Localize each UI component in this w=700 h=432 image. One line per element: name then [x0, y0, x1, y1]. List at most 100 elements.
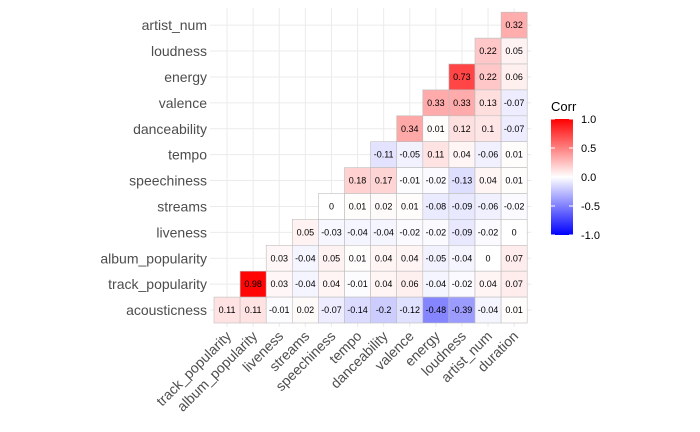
heatmap-cell: -0.03 — [318, 219, 345, 246]
cell-value-label: -0.04 — [347, 227, 368, 237]
heatmap-cell: -0.14 — [344, 296, 371, 324]
cell-value-label: 0.04 — [375, 253, 393, 263]
cell-value-label: 0.04 — [479, 176, 497, 186]
heatmap-cell-fill — [318, 270, 345, 298]
legend-tick-label: -1.0 — [581, 230, 600, 242]
heatmap-cell-fill — [318, 245, 345, 272]
heatmap-cell: -0.04 — [370, 219, 398, 246]
heatmap-cell: 0.01 — [422, 115, 450, 143]
cell-value-label: -0.02 — [399, 227, 420, 237]
heatmap-cell-fill — [370, 141, 398, 168]
heatmap-cell: 0.02 — [370, 193, 398, 220]
y-tick-label: acousticness — [126, 302, 207, 318]
cell-value-label: 0.32 — [505, 20, 523, 30]
y-tick-label: tempo — [168, 147, 207, 163]
heatmap-cell-fill — [396, 245, 424, 272]
heatmap-cell-fill — [396, 219, 424, 246]
heatmap-cell: 0 — [500, 219, 528, 246]
heatmap-cell: 0.33 — [422, 89, 450, 117]
heatmap-cell: 0.05 — [318, 245, 345, 272]
heatmap-cell-fill — [500, 270, 528, 298]
heatmap-cell: 0.03 — [265, 270, 293, 298]
heatmap-cell-fill — [422, 245, 450, 272]
heatmap-cell-fill — [370, 296, 398, 324]
y-tick-label: track_popularity — [108, 276, 207, 292]
cell-value-label: -0.04 — [426, 279, 447, 289]
heatmap-cell-fill — [500, 63, 528, 91]
y-tick-label: streams — [157, 198, 207, 214]
cell-value-label: 0.06 — [505, 72, 523, 82]
heatmap-cell-fill — [370, 245, 398, 272]
heatmap-cell-fill — [474, 89, 502, 117]
cell-value-label: -0.01 — [399, 176, 420, 186]
cell-value-label: 0.01 — [349, 201, 367, 211]
heatmap-cell: 0.04 — [370, 245, 398, 272]
cell-value-label: 0.05 — [323, 253, 341, 263]
heatmap-cell: 0.04 — [370, 270, 398, 298]
heatmap-cell-fill — [448, 167, 476, 194]
heatmap-cell: 0.04 — [318, 270, 345, 298]
heatmap-cell: -0.04 — [291, 270, 319, 298]
heatmap-cell: -0.11 — [370, 141, 398, 168]
cell-value-label: 0.05 — [297, 227, 315, 237]
heatmap-cell-fill — [500, 296, 528, 324]
cell-value-label: 0.04 — [323, 279, 341, 289]
y-tick-label: album_popularity — [100, 250, 207, 266]
cell-value-label: -0.02 — [478, 227, 499, 237]
cell-value-label: -0.48 — [426, 305, 447, 315]
heatmap-cell-fill — [474, 115, 502, 143]
heatmap-cell-fill — [474, 219, 502, 246]
heatmap-cell: 0.33 — [448, 89, 476, 117]
cell-value-label: 0.01 — [427, 124, 445, 134]
cell-value-label: 0.34 — [401, 124, 419, 134]
cell-value-label: 0.01 — [349, 253, 367, 263]
y-tick-label: valence — [159, 95, 207, 111]
heatmap-cell-fill — [448, 245, 476, 272]
y-tick-label: energy — [164, 69, 207, 85]
cell-value-label: -0.04 — [373, 227, 394, 237]
heatmap-cell-fill — [291, 270, 319, 298]
heatmap-cell: 0 — [318, 193, 345, 220]
cell-value-label: -0.02 — [426, 176, 447, 186]
heatmap-cell: 0 — [474, 245, 502, 272]
heatmap-cell: -0.05 — [396, 141, 424, 168]
cell-value-label: 0.12 — [453, 124, 471, 134]
heatmap-cell: 0.01 — [396, 193, 424, 220]
cell-value-label: 0.04 — [401, 253, 419, 263]
heatmap-cell-fill — [344, 270, 371, 298]
cell-value-label: -0.07 — [504, 98, 525, 108]
cell-value-label: -0.09 — [452, 201, 473, 211]
cell-value-label: 0.02 — [297, 305, 315, 315]
heatmap-cell: -0.48 — [422, 296, 450, 324]
cell-value-label: 0.04 — [453, 150, 471, 160]
heatmap-cell: -0.04 — [344, 219, 371, 246]
cell-value-label: 0.11 — [245, 305, 262, 315]
y-axis-labels: acousticness track_popularity album_popula… — [100, 17, 207, 318]
cell-value-label: 0.98 — [244, 279, 262, 289]
cell-value-label: 0.06 — [401, 279, 419, 289]
heatmap-cell-fill — [422, 89, 450, 117]
heatmap-cell-fill — [448, 219, 476, 246]
heatmap-cell: -0.01 — [265, 296, 293, 324]
y-tick-label: speechiness — [129, 173, 207, 189]
heatmap-cell-fill — [396, 115, 424, 143]
heatmap-cell-fill — [239, 296, 267, 324]
heatmap-cell-fill — [396, 296, 424, 324]
y-tick-label: loudness — [151, 43, 207, 59]
heatmap-cell: 0.18 — [344, 167, 371, 194]
cell-value-label: 0.07 — [505, 279, 523, 289]
cell-value-label: 0.1 — [482, 124, 495, 134]
cell-value-label: 0.11 — [219, 305, 236, 315]
cell-value-label: 0 — [486, 253, 491, 263]
heatmap-cell: 0.13 — [474, 89, 502, 117]
heatmap-cell: -0.06 — [474, 193, 502, 220]
heatmap-cell: -0.13 — [448, 167, 476, 194]
cell-value-label: 0.01 — [401, 201, 419, 211]
cell-value-label: 0.01 — [505, 176, 523, 186]
cell-value-label: -0.04 — [295, 279, 316, 289]
heatmap-cell: 0.01 — [500, 296, 528, 324]
heatmap-cell: 0.04 — [474, 167, 502, 194]
cell-value-label: -0.03 — [321, 227, 342, 237]
heatmap-cell: 0.04 — [396, 245, 424, 272]
